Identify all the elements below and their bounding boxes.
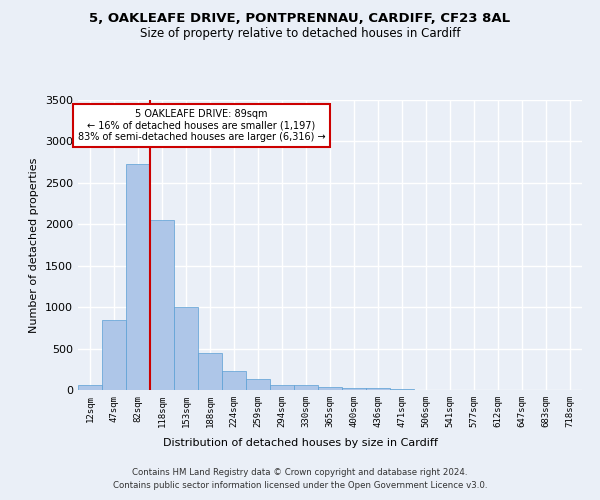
Text: Distribution of detached houses by size in Cardiff: Distribution of detached houses by size … — [163, 438, 437, 448]
Bar — [126, 164, 150, 390]
Bar — [366, 388, 390, 390]
Bar — [390, 389, 414, 390]
Bar — [246, 379, 270, 390]
Bar — [318, 386, 342, 390]
Bar — [342, 388, 366, 390]
Bar — [270, 384, 294, 390]
Bar — [294, 386, 318, 390]
Bar — [174, 307, 198, 390]
Text: 5 OAKLEAFE DRIVE: 89sqm
← 16% of detached houses are smaller (1,197)
83% of semi: 5 OAKLEAFE DRIVE: 89sqm ← 16% of detache… — [77, 108, 325, 142]
Bar — [222, 372, 246, 390]
Text: Size of property relative to detached houses in Cardiff: Size of property relative to detached ho… — [140, 28, 460, 40]
Bar — [198, 352, 222, 390]
Bar — [102, 320, 126, 390]
Bar — [78, 385, 102, 390]
Y-axis label: Number of detached properties: Number of detached properties — [29, 158, 40, 332]
Bar — [150, 220, 174, 390]
Text: 5, OAKLEAFE DRIVE, PONTPRENNAU, CARDIFF, CF23 8AL: 5, OAKLEAFE DRIVE, PONTPRENNAU, CARDIFF,… — [89, 12, 511, 26]
Text: Contains HM Land Registry data © Crown copyright and database right 2024.: Contains HM Land Registry data © Crown c… — [132, 468, 468, 477]
Text: Contains public sector information licensed under the Open Government Licence v3: Contains public sector information licen… — [113, 480, 487, 490]
